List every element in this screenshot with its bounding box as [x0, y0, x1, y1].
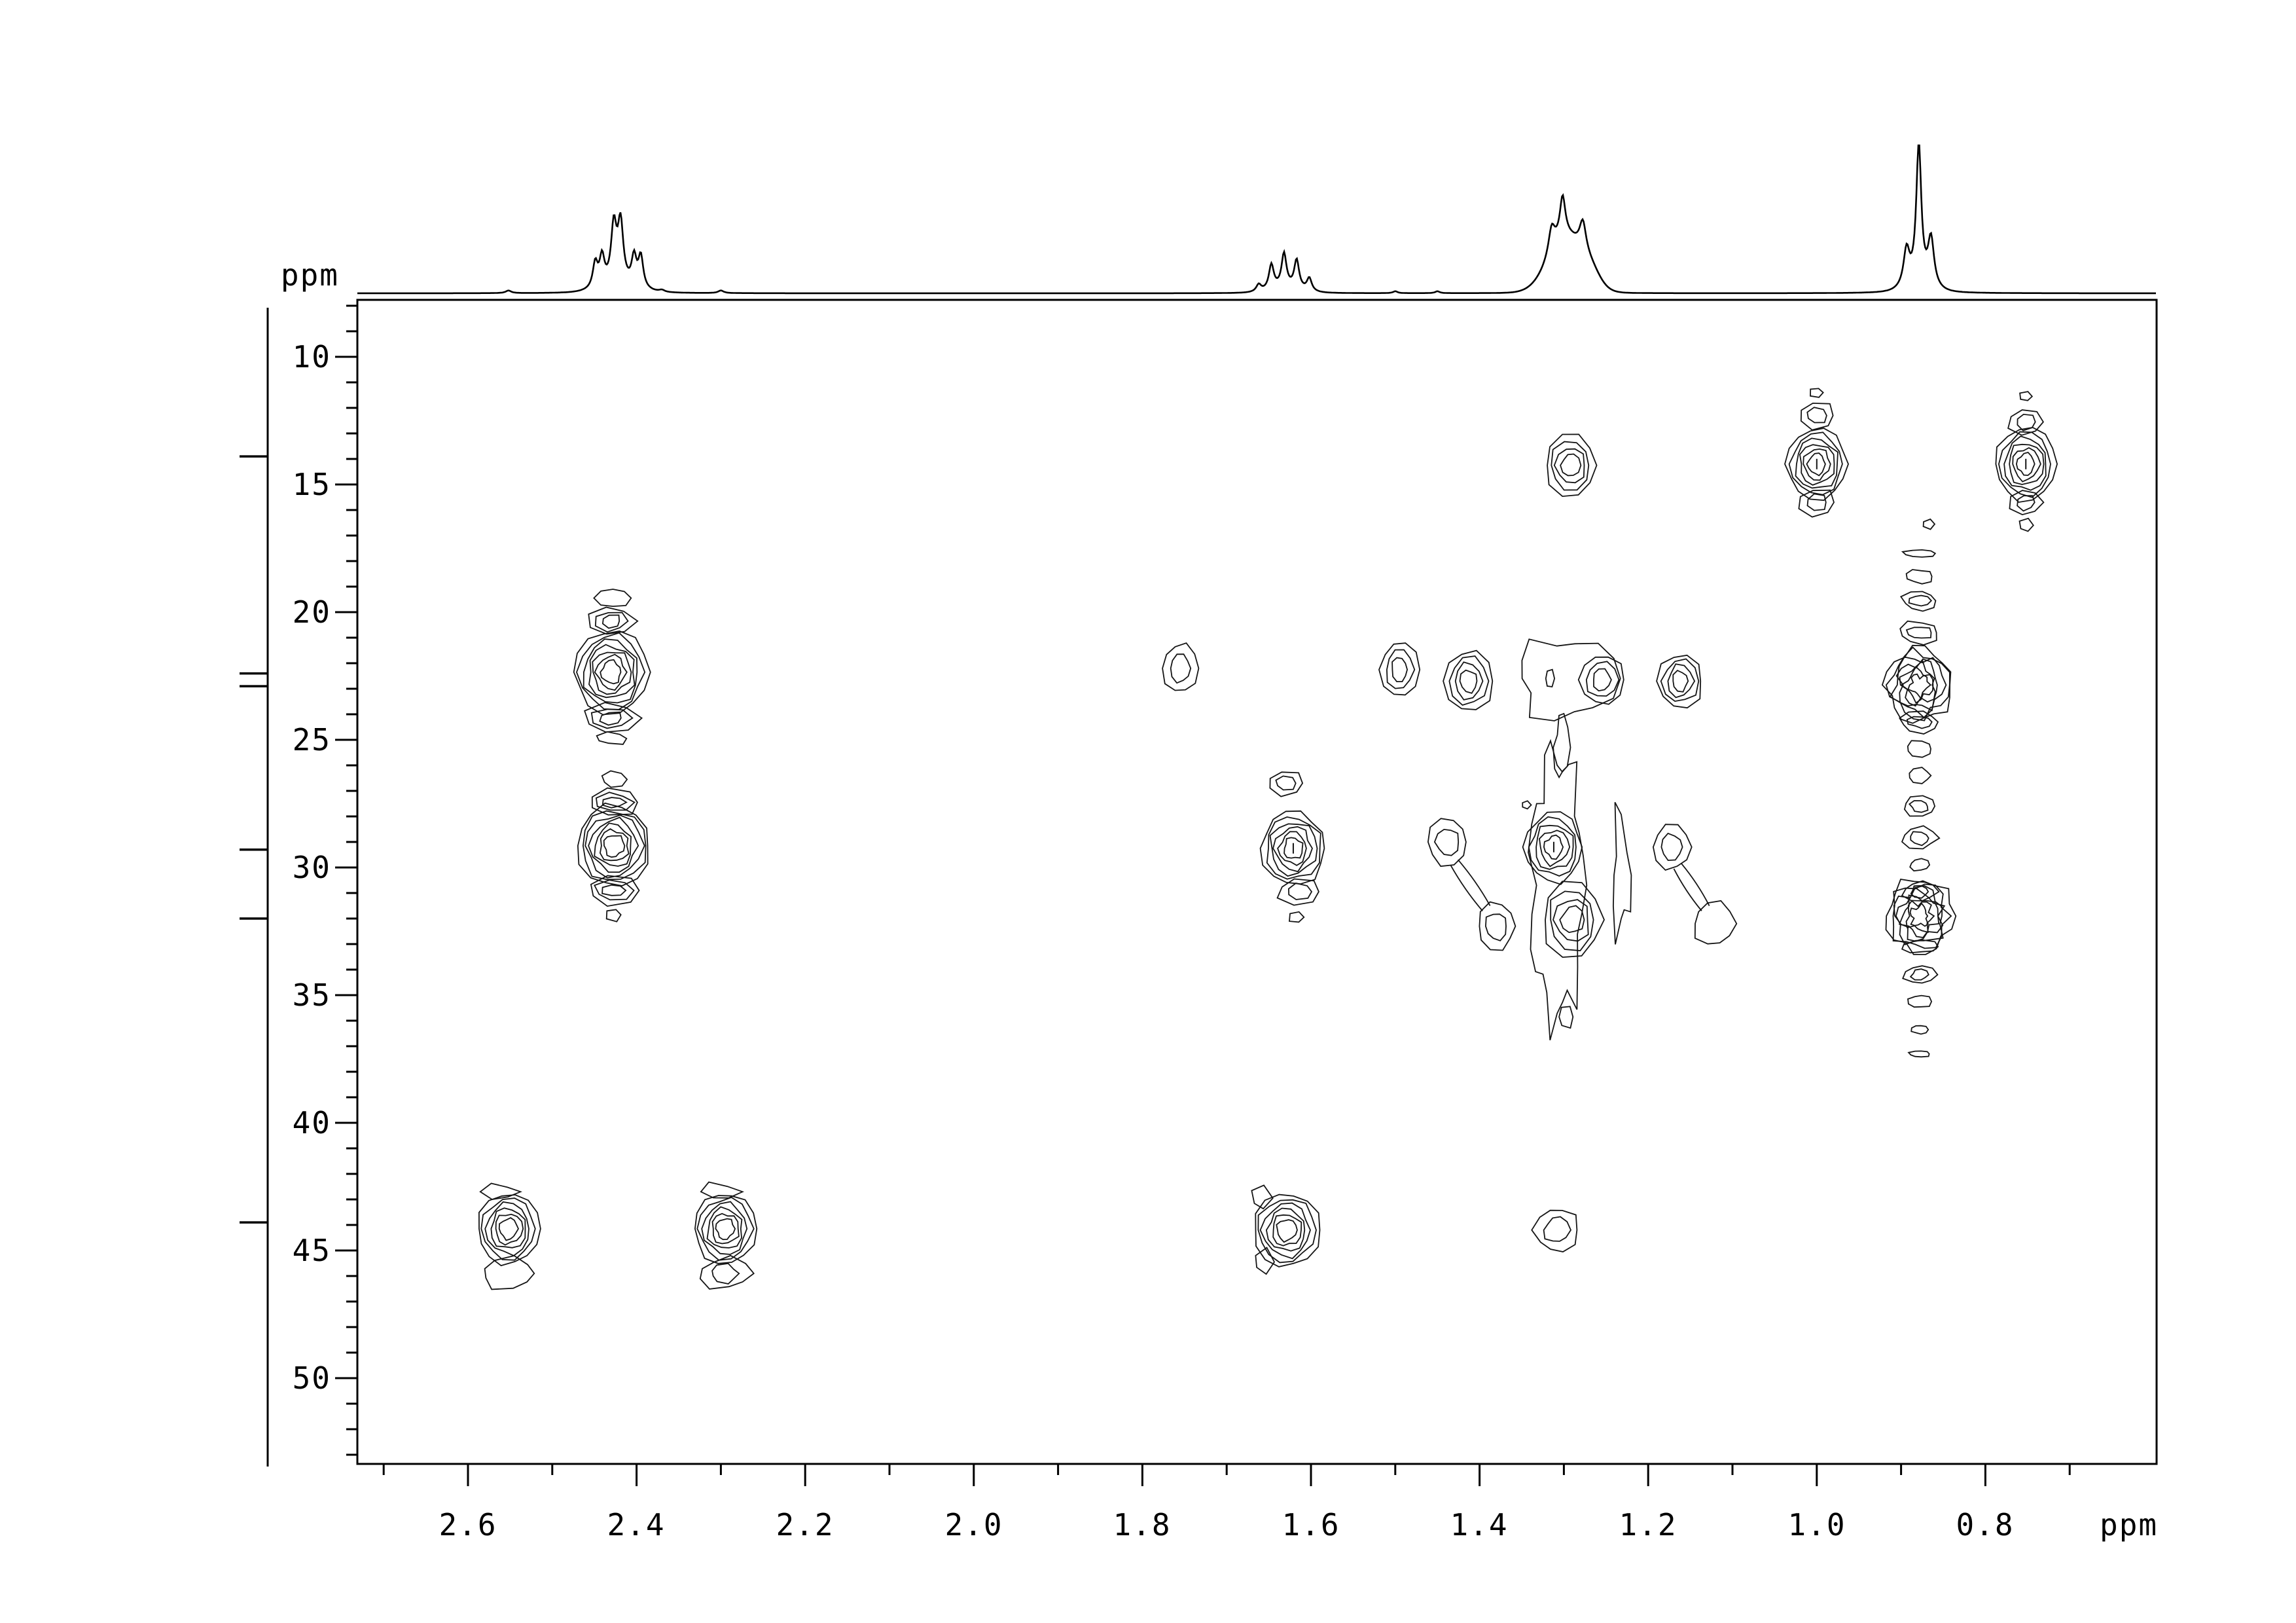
contour-satellite-peaks — [479, 388, 2045, 1290]
y-tick-label: 40 — [293, 1105, 331, 1140]
contour-cross-peaks — [478, 427, 2058, 1267]
y-axis-ticks — [335, 304, 357, 1456]
x-tick-label: 1.2 — [1619, 1507, 1677, 1542]
axis-frame — [356, 299, 2158, 1465]
x-tick-label: 2.0 — [944, 1507, 1003, 1542]
carbon-projection-ruler — [240, 308, 269, 1467]
x-tick-label: 2.6 — [439, 1507, 497, 1542]
x-tick-label: 1.0 — [1787, 1507, 1846, 1542]
y-tick-label: 15 — [293, 467, 331, 502]
y-tick-label: 25 — [293, 722, 331, 757]
contour-envelopes — [1521, 638, 1632, 1041]
x-tick-label: 0.8 — [1956, 1507, 2014, 1542]
contour-links — [1450, 859, 1710, 911]
proton-projection-trace — [357, 144, 2156, 295]
x-tick-label: 2.2 — [776, 1507, 834, 1542]
x-axis-ticks — [382, 1464, 2071, 1486]
x-tick-label: 1.4 — [1450, 1507, 1508, 1542]
y-tick-label: 20 — [293, 594, 331, 630]
x-tick-label: 1.8 — [1113, 1507, 1171, 1542]
x-axis-unit-label: ppm — [2100, 1507, 2158, 1542]
y-tick-label: 10 — [293, 339, 331, 374]
x-tick-label: 2.4 — [607, 1507, 665, 1542]
y-tick-label: 45 — [293, 1233, 331, 1268]
y-axis-unit-label: ppm — [281, 257, 339, 293]
plot-area — [240, 144, 2158, 1486]
t1-noise-column — [1899, 549, 1941, 1058]
y-tick-label: 50 — [293, 1360, 331, 1396]
y-tick-label: 30 — [293, 850, 331, 885]
x-tick-label: 1.6 — [1282, 1507, 1340, 1542]
y-tick-label: 35 — [293, 977, 331, 1013]
